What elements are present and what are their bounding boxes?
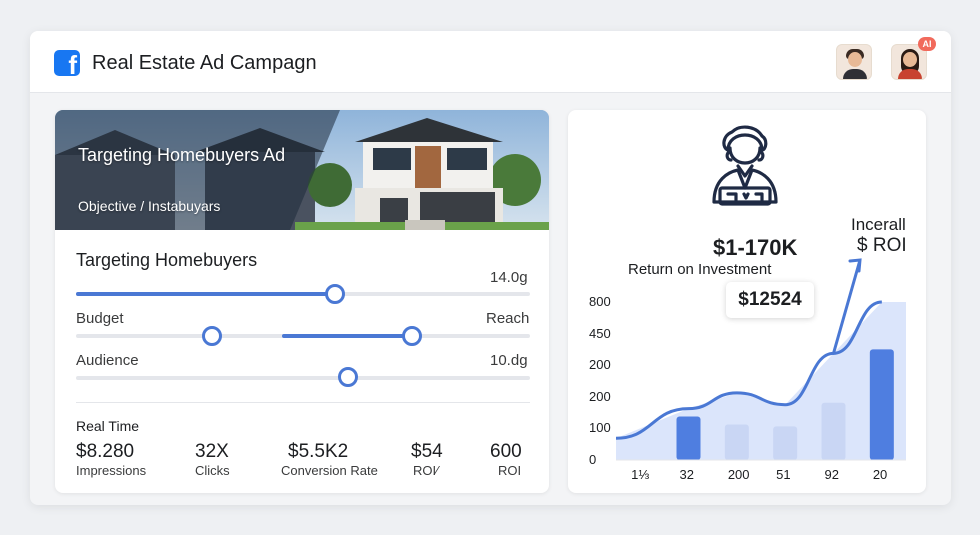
roi-card: $1-170K Return on Investment Incerall $ …	[568, 110, 926, 493]
x-tick-label: 20	[872, 467, 888, 482]
roi-range: $1-170K	[713, 235, 798, 260]
ai-badge: AI	[918, 37, 936, 51]
slider-track-3	[76, 376, 530, 380]
divider	[76, 402, 530, 403]
y-tick-label: 100	[589, 420, 611, 435]
reach-label: Reach	[486, 310, 530, 327]
stat-label-clicks: Clicks	[195, 463, 230, 478]
stat-value-roi-1: $54	[411, 441, 443, 462]
chart-bar[interactable]	[676, 416, 701, 460]
value-bottom: 10.dg	[490, 352, 528, 369]
chart-area	[616, 302, 906, 460]
top-bar: f Real Estate Ad Campagn	[30, 31, 951, 93]
chart-bar[interactable]	[869, 349, 894, 460]
stat-value-clicks: 32X	[195, 441, 229, 462]
slider-knob-2-min[interactable]	[202, 326, 223, 346]
hero-title: Targeting Homebuyers Ad	[78, 145, 286, 165]
x-tick-label: 32	[679, 467, 694, 482]
stat-value-roi-2: 600	[490, 441, 522, 462]
realtime-title: Real Time	[76, 418, 140, 434]
increase-label-1: Incerall	[851, 215, 906, 234]
user-avatar[interactable]	[836, 44, 872, 80]
y-tick-label: 200	[589, 389, 611, 404]
stat-value-conversion: $5.5K2	[288, 441, 349, 462]
value-top: 14.0g	[490, 269, 528, 286]
facebook-logo-icon[interactable]: f	[54, 50, 80, 76]
hero-image: Targeting Homebuyers Ad Objective / Inst…	[55, 110, 549, 230]
slider-knob-3[interactable]	[338, 367, 359, 387]
y-tick-label: 0	[589, 452, 597, 467]
stat-label-roi-2: ROI	[498, 463, 522, 478]
chart-bar[interactable]	[821, 402, 846, 460]
slider-fill-1	[76, 292, 335, 296]
x-tick-label: 1⅓	[631, 467, 650, 482]
slider-fill-2	[282, 334, 412, 338]
stat-value-impressions: $8.280	[76, 441, 135, 462]
chart-bar[interactable]	[773, 426, 798, 460]
section-title: Targeting Homebuyers	[76, 250, 258, 270]
y-tick-label: 200	[589, 357, 611, 372]
value-callout: $12524	[726, 282, 814, 318]
x-tick-label: 51	[776, 467, 791, 482]
stat-label-conversion: Conversion Rate	[281, 463, 378, 478]
x-tick-label: 92	[824, 467, 839, 482]
stat-label-impressions: Impressions	[76, 463, 147, 478]
roi-caption: Return on Investment	[628, 261, 772, 278]
audience-label: Audience	[76, 352, 139, 369]
y-tick-label: 450	[589, 326, 611, 341]
x-tick-label: 200	[727, 467, 750, 482]
ad-targeting-card: Targeting Homebuyers Ad Objective / Inst…	[55, 110, 549, 493]
budget-label: Budget	[76, 310, 124, 327]
house-photo	[55, 110, 549, 230]
roi-chart	[615, 258, 906, 461]
chart-line	[615, 300, 883, 440]
stat-label-roi-1: ROI⁄	[413, 463, 439, 478]
slider-knob-2-max[interactable]	[401, 326, 422, 346]
y-tick-label: 800	[589, 294, 611, 309]
investor-person-icon	[712, 125, 778, 206]
hero-subtitle: Objective / Instabuyars	[78, 198, 221, 214]
page-title: Real Estate Ad Campagn	[92, 52, 317, 74]
slider-knob-1[interactable]	[324, 284, 345, 304]
increase-label-2: $ ROI	[857, 235, 907, 256]
chart-bar[interactable]	[724, 424, 749, 460]
trend-arrow	[832, 258, 862, 355]
